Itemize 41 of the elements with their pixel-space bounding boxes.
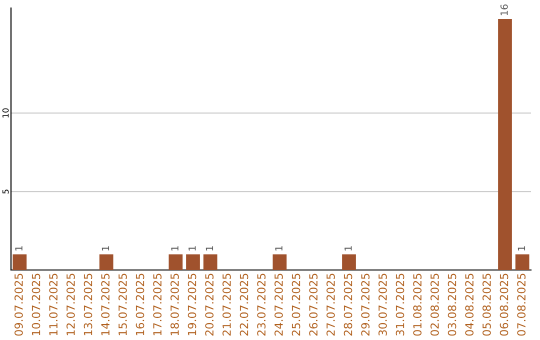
x-tick-label: 14.07.2025 [101,274,110,336]
x-tick-label: 05.08.2025 [482,274,491,336]
y-tick-label: 5 [2,190,9,194]
x-tick-label: 21.07.2025 [222,274,231,336]
data-label: 1 [188,246,196,250]
data-label: 1 [15,246,22,250]
data-label: 1 [102,246,110,250]
x-tick-label: 07.08.2025 [517,274,526,336]
x-tick-label: 18.07.2025 [170,274,179,336]
x-tick-label: 12.07.2025 [66,274,75,336]
y-tick-label: 10 [2,108,9,118]
x-tick-label: 22.07.2025 [240,274,248,336]
x-tick-label: 31.07.2025 [396,274,404,336]
data-label: 1 [171,246,178,250]
x-tick-label: 24.07.2025 [274,274,283,336]
data-label: 16 [500,4,508,16]
x-tick-label: 28.07.2025 [344,274,352,336]
x-tick-label: 16.07.2025 [136,274,144,336]
x-tick-label: 04.08.2025 [465,274,474,336]
x-tick-label: 30.07.2025 [378,274,387,336]
x-tick-label: 20.07.2025 [205,274,214,336]
x-tick-label: 17.07.2025 [153,274,162,336]
data-label: 1 [275,246,282,250]
x-tick-label: 11.07.2025 [49,274,58,336]
x-tick-label: 10.07.2025 [32,274,40,336]
x-tick-label: 09.07.2025 [14,274,23,336]
x-tick-label: 13.07.2025 [84,274,92,336]
x-tick-label: 03.08.2025 [448,274,456,336]
x-tick-label: 06.08.2025 [500,274,508,336]
x-tick-label: 01.08.2025 [413,274,422,336]
x-tick-label: 02.08.2025 [430,274,439,336]
x-tick-label: 29.07.2025 [361,274,370,336]
x-tick-label: 23.07.2025 [257,274,266,336]
x-tick-label: 15.07.2025 [118,274,127,336]
x-tick-label: 26.07.2025 [309,274,318,336]
data-label: 1 [344,246,352,250]
x-tick-label: 27.07.2025 [326,274,335,336]
data-label: 1 [518,246,526,250]
x-tick-label: 19.07.2025 [188,274,196,336]
x-tick-label: 25.07.2025 [292,274,300,336]
data-label: 1 [206,246,214,250]
